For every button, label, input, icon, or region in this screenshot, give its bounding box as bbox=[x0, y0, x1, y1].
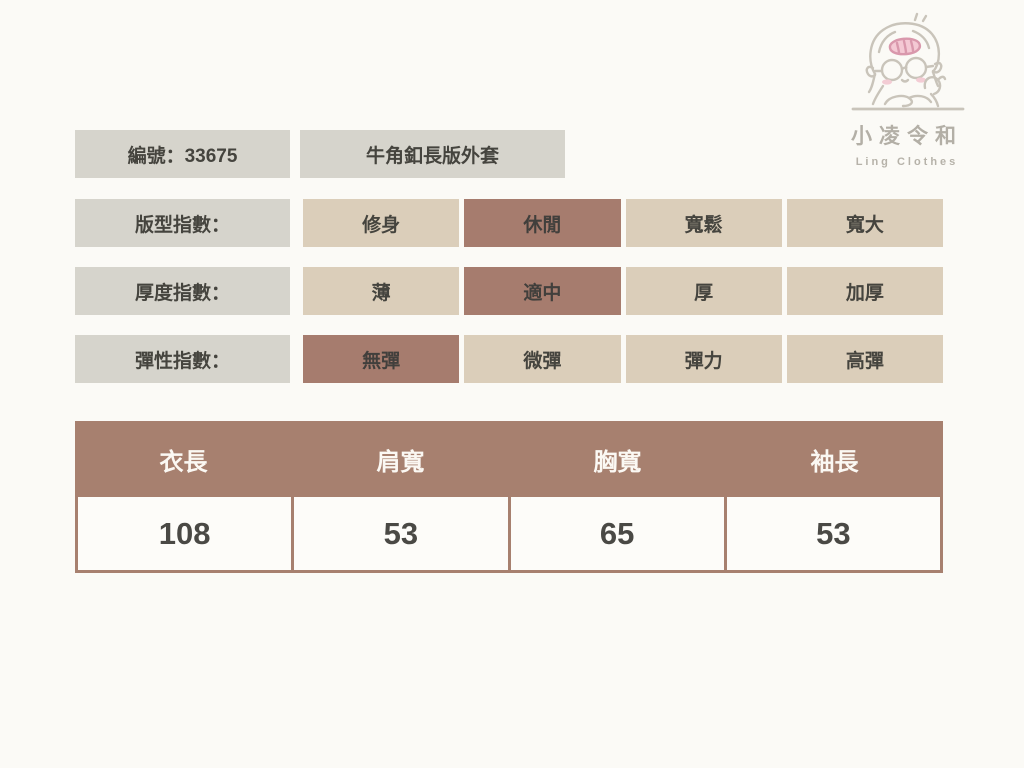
indicator-row-thickness: 厚度指數： 薄 適中 厚 加厚 bbox=[75, 267, 943, 315]
option-cell: 彈力 bbox=[625, 335, 782, 383]
indicator-options: 修身 休閒 寬鬆 寬大 bbox=[303, 199, 943, 247]
product-name: 牛角釦長版外套 bbox=[300, 130, 565, 178]
measurements-value-row: 108 53 65 53 bbox=[75, 497, 943, 573]
option-cell: 加厚 bbox=[786, 267, 943, 315]
measurements-table: 衣長 肩寬 胸寬 袖長 108 53 65 53 bbox=[75, 421, 943, 573]
option-cell: 修身 bbox=[303, 199, 460, 247]
option-cell: 高彈 bbox=[786, 335, 943, 383]
indicator-options: 薄 適中 厚 加厚 bbox=[303, 267, 943, 315]
option-cell: 無彈 bbox=[303, 335, 460, 383]
option-cell: 寬大 bbox=[786, 199, 943, 247]
option-cell: 休閒 bbox=[464, 199, 621, 247]
indicator-row-fit: 版型指數： 修身 休閒 寬鬆 寬大 bbox=[75, 199, 943, 247]
column-header: 袖長 bbox=[810, 448, 859, 476]
column-header: 衣長 bbox=[159, 448, 208, 476]
measurement-value: 53 bbox=[291, 497, 507, 570]
measurement-value: 65 bbox=[507, 497, 724, 570]
option-cell: 適中 bbox=[464, 267, 621, 315]
product-code: 編號：33675 bbox=[75, 130, 290, 178]
measurements-header-row: 衣長 肩寬 胸寬 袖長 bbox=[75, 421, 943, 497]
indicator-row-elasticity: 彈性指數： 無彈 微彈 彈力 高彈 bbox=[75, 335, 943, 383]
indicator-label: 厚度指數： bbox=[75, 267, 290, 315]
indicator-label: 版型指數： bbox=[75, 199, 290, 247]
option-cell: 薄 bbox=[303, 267, 460, 315]
option-cell: 厚 bbox=[625, 267, 782, 315]
column-header: 胸寬 bbox=[593, 448, 642, 476]
indicator-label: 彈性指數： bbox=[75, 335, 290, 383]
brand-name-en: Ling Clothes bbox=[855, 156, 959, 168]
brand-name-zh: 小凌令和 bbox=[851, 125, 963, 148]
measurement-value: 108 bbox=[158, 515, 211, 551]
measurement-value: 53 bbox=[723, 497, 940, 570]
indicator-options: 無彈 微彈 彈力 高彈 bbox=[303, 335, 943, 383]
column-header: 肩寬 bbox=[376, 448, 425, 476]
girl-with-glasses-mascot-icon bbox=[851, 12, 965, 111]
brand-logo: 小凌令和 Ling Clothes bbox=[832, 12, 982, 168]
option-cell: 微彈 bbox=[464, 335, 621, 383]
option-cell: 寬鬆 bbox=[625, 199, 782, 247]
